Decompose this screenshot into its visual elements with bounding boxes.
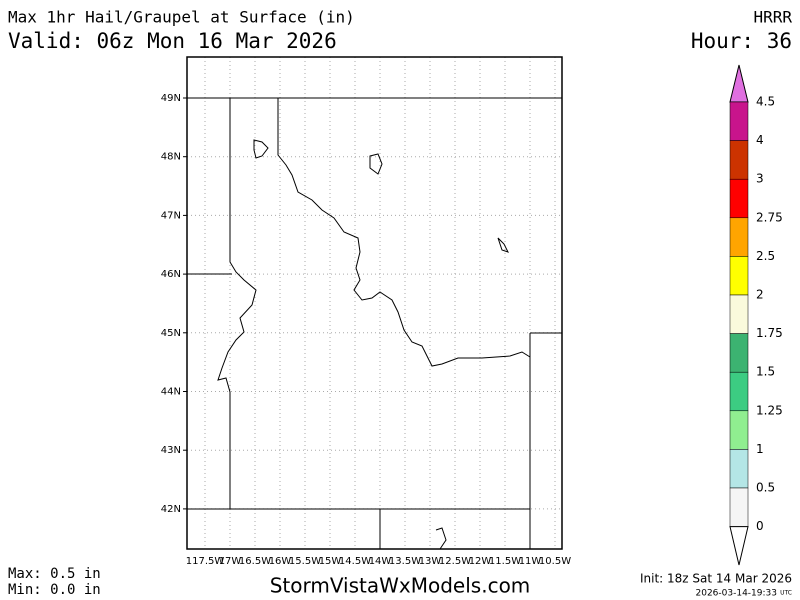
- lat-label: 46N: [161, 269, 181, 280]
- colorbar-label: 4.5: [756, 95, 775, 109]
- min-value: Min: 0.0 in: [8, 582, 101, 598]
- colorbar-segment: [729, 217, 749, 257]
- colorbar-segment: [729, 178, 749, 219]
- colorbar-label: 1.25: [756, 403, 783, 417]
- timezone: UTC: [780, 590, 792, 597]
- colorbar-label: 1: [756, 442, 764, 456]
- lat-label: 44N: [161, 387, 181, 398]
- lat-label: 45N: [161, 328, 181, 339]
- lon-label: 11W: [519, 556, 542, 567]
- site-url: StormVistaWxModels.com: [270, 574, 531, 598]
- lon-label: 14W: [369, 556, 392, 567]
- colorbar-label: 1.75: [756, 326, 783, 340]
- lon-label: 117.5W: [186, 556, 225, 567]
- timestamp: 2026-03-14-19:33: [696, 589, 778, 599]
- colorbar-segment: [729, 487, 749, 527]
- max-value: Max: 0.5 in: [8, 566, 101, 582]
- lat-label: 47N: [161, 210, 181, 221]
- lon-label: 17W: [219, 556, 242, 567]
- colorbar-segment: [729, 371, 749, 412]
- lon-label: 11.5W: [489, 556, 521, 567]
- colorbar-label: 4: [756, 133, 764, 147]
- colorbar-segment: [729, 101, 749, 141]
- title: Max 1hr Hail/Graupel at Surface (in): [8, 8, 355, 27]
- lat-label: 49N: [161, 93, 181, 104]
- lon-label: 13.5W: [389, 556, 421, 567]
- colorbar-segment: [729, 294, 749, 334]
- colorbar-bottom-arrow: [729, 526, 749, 566]
- lon-label: 10.5W: [539, 556, 571, 567]
- init-time: Init: 18z Sat 14 Mar 2026: [640, 572, 792, 586]
- colorbar-top-arrow: [729, 64, 749, 103]
- colorbar: 4.5 4 3 2.75 2.5 2 1.75 1.5 1.25 1 0.5 0: [729, 64, 783, 566]
- colorbar-segment: [729, 333, 749, 373]
- lon-label: 15W: [319, 556, 342, 567]
- colorbar-segment: [729, 449, 749, 489]
- borders: [187, 97, 562, 550]
- lon-label: 12.5W: [439, 556, 471, 567]
- colorbar-segment: [729, 410, 749, 450]
- colorbar-segment: [729, 140, 749, 180]
- model-name: HRRR: [753, 8, 792, 27]
- lon-label: 14.5W: [339, 556, 371, 567]
- colorbar-label: 2.5: [756, 249, 775, 263]
- lat-label: 48N: [161, 152, 181, 163]
- map-frame: [186, 56, 563, 550]
- colorbar-label: 2.75: [756, 210, 783, 224]
- lat-label: 42N: [161, 504, 181, 515]
- lon-label: 12W: [469, 556, 492, 567]
- valid-time: Valid: 06z Mon 16 Mar 2026: [8, 29, 337, 53]
- colorbar-label: 0.5: [756, 481, 775, 495]
- colorbar-label: 0: [756, 519, 764, 533]
- lon-label: 16W: [269, 556, 292, 567]
- lon-label: 15.5W: [289, 556, 321, 567]
- colorbar-label: 3: [756, 172, 764, 186]
- lon-label: 16.5W: [239, 556, 271, 567]
- lat-label: 43N: [161, 445, 181, 456]
- forecast-hour: Hour: 36: [691, 29, 792, 53]
- colorbar-segment: [729, 256, 749, 296]
- colorbar-label: 1.5: [756, 365, 775, 379]
- grid: [183, 57, 562, 549]
- colorbar-label: 2: [756, 288, 764, 302]
- lon-label: 13W: [419, 556, 442, 567]
